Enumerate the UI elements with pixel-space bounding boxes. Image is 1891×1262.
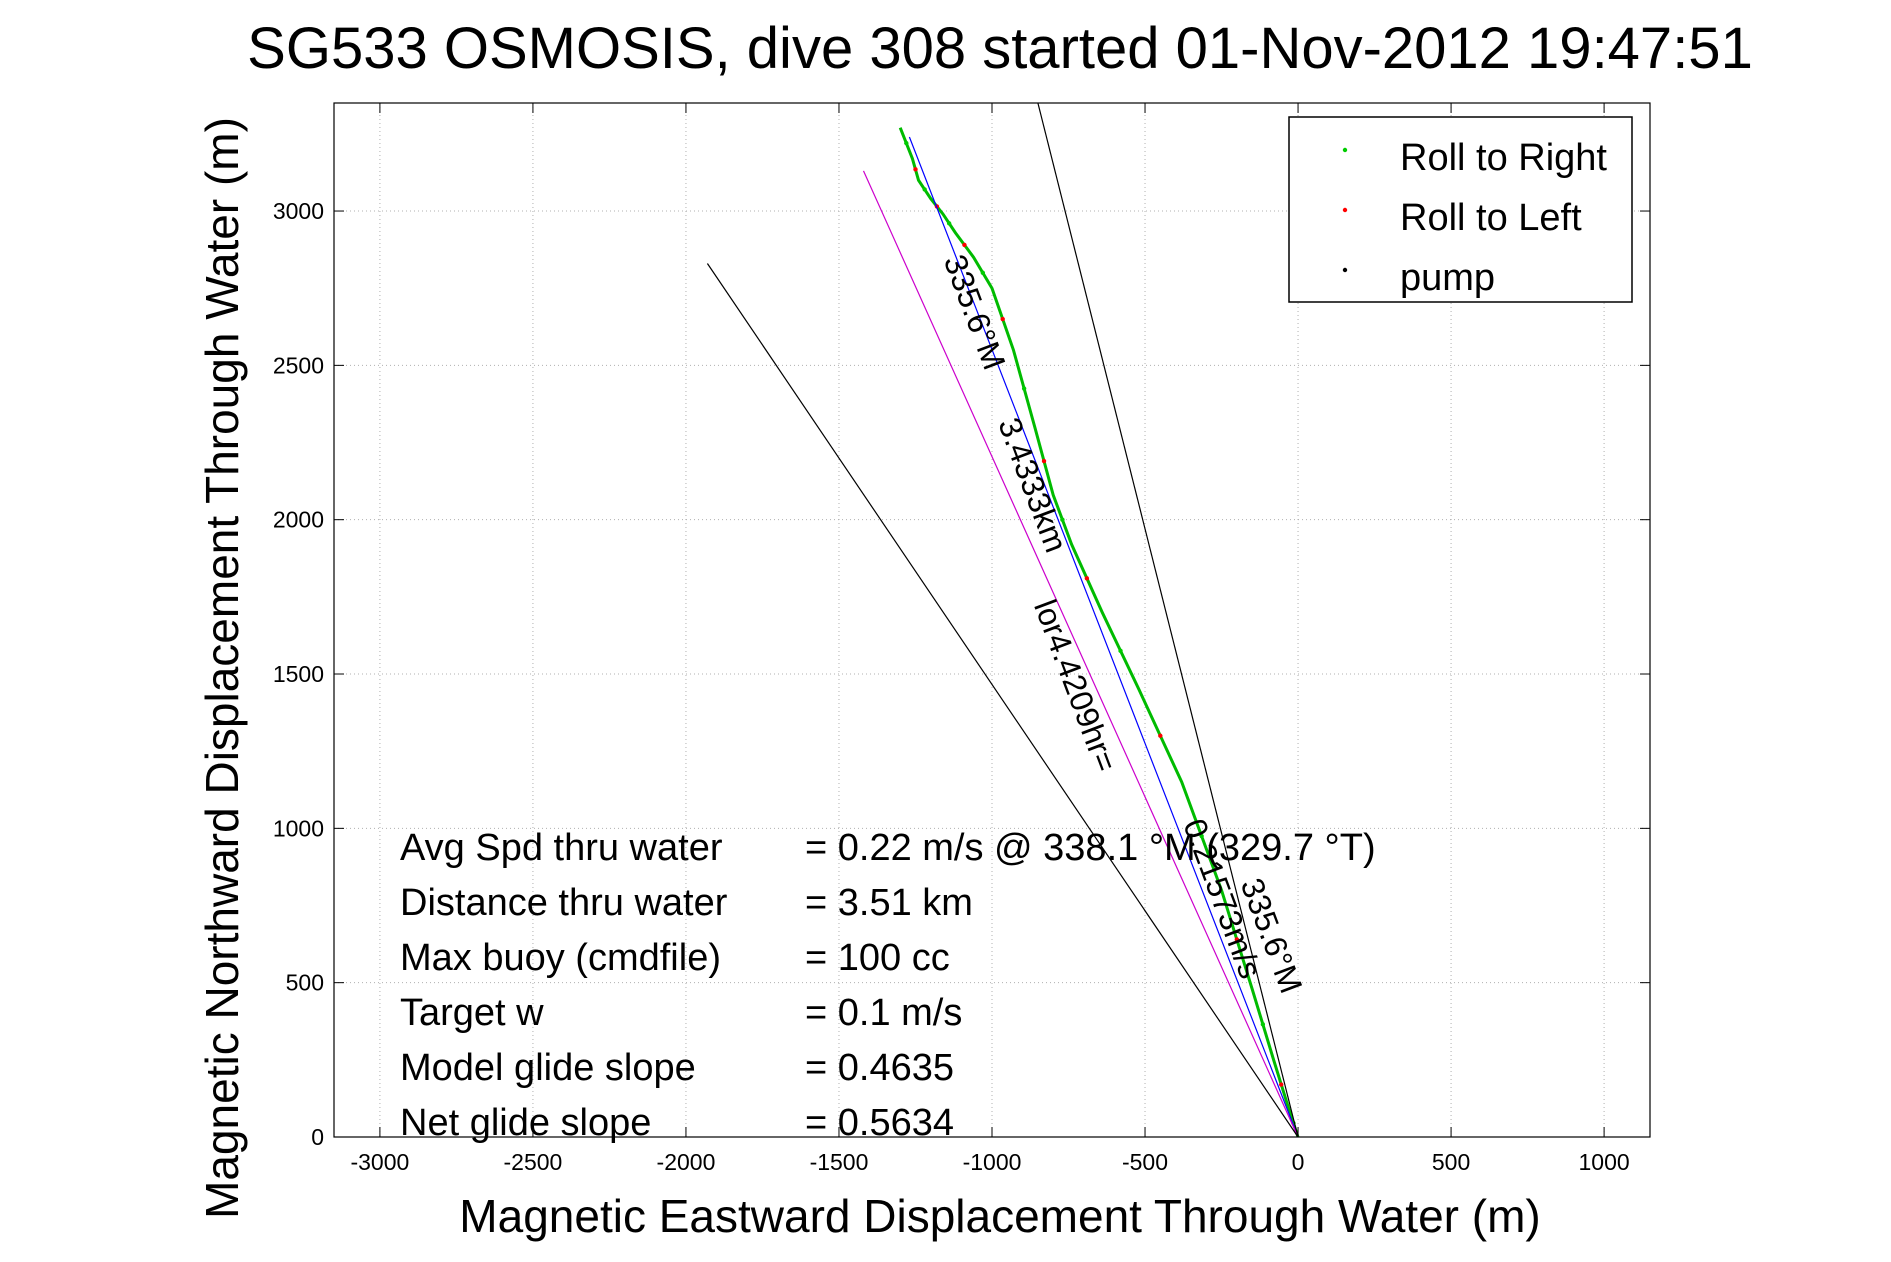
x-tick-label: -500 [1122, 1149, 1168, 1175]
stat-value: = 100 cc [805, 937, 950, 979]
stat-value: = 0.4635 [805, 1047, 954, 1089]
dive-statistics: Avg Spd thru water = 0.22 m/s @ 338.1 °M… [400, 827, 1376, 1144]
stat-label: Distance thru water [400, 882, 728, 924]
stat-label: Max buoy (cmdfile) [400, 937, 721, 979]
series-line [908, 136, 1299, 1138]
y-tick-label: 1000 [273, 815, 324, 841]
tick-labels: -3000 -2500 -2000 -1500 -1000 -500 0 500 1000 0 50… [273, 198, 1630, 1175]
roll-marker [1260, 1022, 1266, 1027]
y-tick-label: 2500 [273, 352, 324, 378]
x-tick-label: -2000 [657, 1149, 716, 1175]
x-tick-label: 1000 [1579, 1149, 1630, 1175]
roll-marker [1234, 937, 1240, 942]
roll-marker [962, 242, 967, 248]
stat-value: = 0.1 m/s [805, 992, 962, 1034]
stat-label: Model glide slope [400, 1047, 696, 1089]
roll-marker [1000, 316, 1005, 322]
roll-marker [946, 221, 952, 226]
roll-marker [922, 187, 927, 192]
x-axis-label: Magnetic Eastward Displacement Through W… [459, 1190, 1540, 1242]
y-tick-label: 500 [286, 970, 324, 996]
x-tick-label: -2500 [504, 1149, 563, 1175]
stat-label: Avg Spd thru water [400, 827, 723, 869]
stat-value: = 0.5634 [805, 1102, 954, 1144]
stat-label: Target w [400, 992, 544, 1034]
x-tick-label: -3000 [350, 1149, 409, 1175]
roll-marker [904, 140, 909, 146]
roll-marker [1118, 648, 1123, 654]
data-series [706, 102, 1300, 1138]
roll-marker [913, 167, 918, 172]
x-tick-label: 0 [1292, 1149, 1305, 1175]
y-tick-label: 0 [311, 1124, 324, 1150]
y-tick-label: 2000 [273, 507, 324, 533]
stat-label: Net glide slope [400, 1102, 651, 1144]
series-line [1037, 102, 1299, 1138]
roll-marker [1158, 733, 1163, 738]
roll-marker [1021, 386, 1027, 391]
legend-marker-roll-right [1342, 147, 1348, 153]
y-tick-label: 3000 [273, 198, 324, 224]
roll-marker [1060, 517, 1065, 522]
legend: Roll to Right Roll to Left pump [1288, 116, 1633, 303]
x-tick-label: -1500 [810, 1149, 869, 1175]
legend-label: Roll to Left [1400, 197, 1582, 239]
x-tick-label: 500 [1432, 1149, 1470, 1175]
stat-value: = 3.51 km [805, 882, 973, 924]
chart-title: SG533 OSMOSIS, dive 308 started 01-Nov-2… [247, 16, 1753, 81]
roll-marker [1199, 833, 1204, 839]
series-line [706, 263, 1299, 1138]
legend-marker-roll-left [1342, 207, 1348, 213]
legend-label: pump [1400, 257, 1495, 299]
axes [333, 102, 1651, 1138]
roll-marker [980, 270, 986, 275]
roll-marker [1084, 576, 1090, 581]
series-line [862, 170, 1299, 1138]
legend-label: Roll to Right [1400, 137, 1607, 179]
y-axis-label: Magnetic Northward Displacement Through … [196, 117, 248, 1219]
roll-marker [1279, 1082, 1284, 1087]
legend-marker-pump [1342, 267, 1348, 273]
stat-value: = 0.22 m/s @ 338.1 °M (329.7 °T) [805, 827, 1376, 869]
x-tick-label: -1000 [963, 1149, 1022, 1175]
y-tick-label: 1500 [273, 661, 324, 687]
roll-marker [1041, 458, 1047, 464]
